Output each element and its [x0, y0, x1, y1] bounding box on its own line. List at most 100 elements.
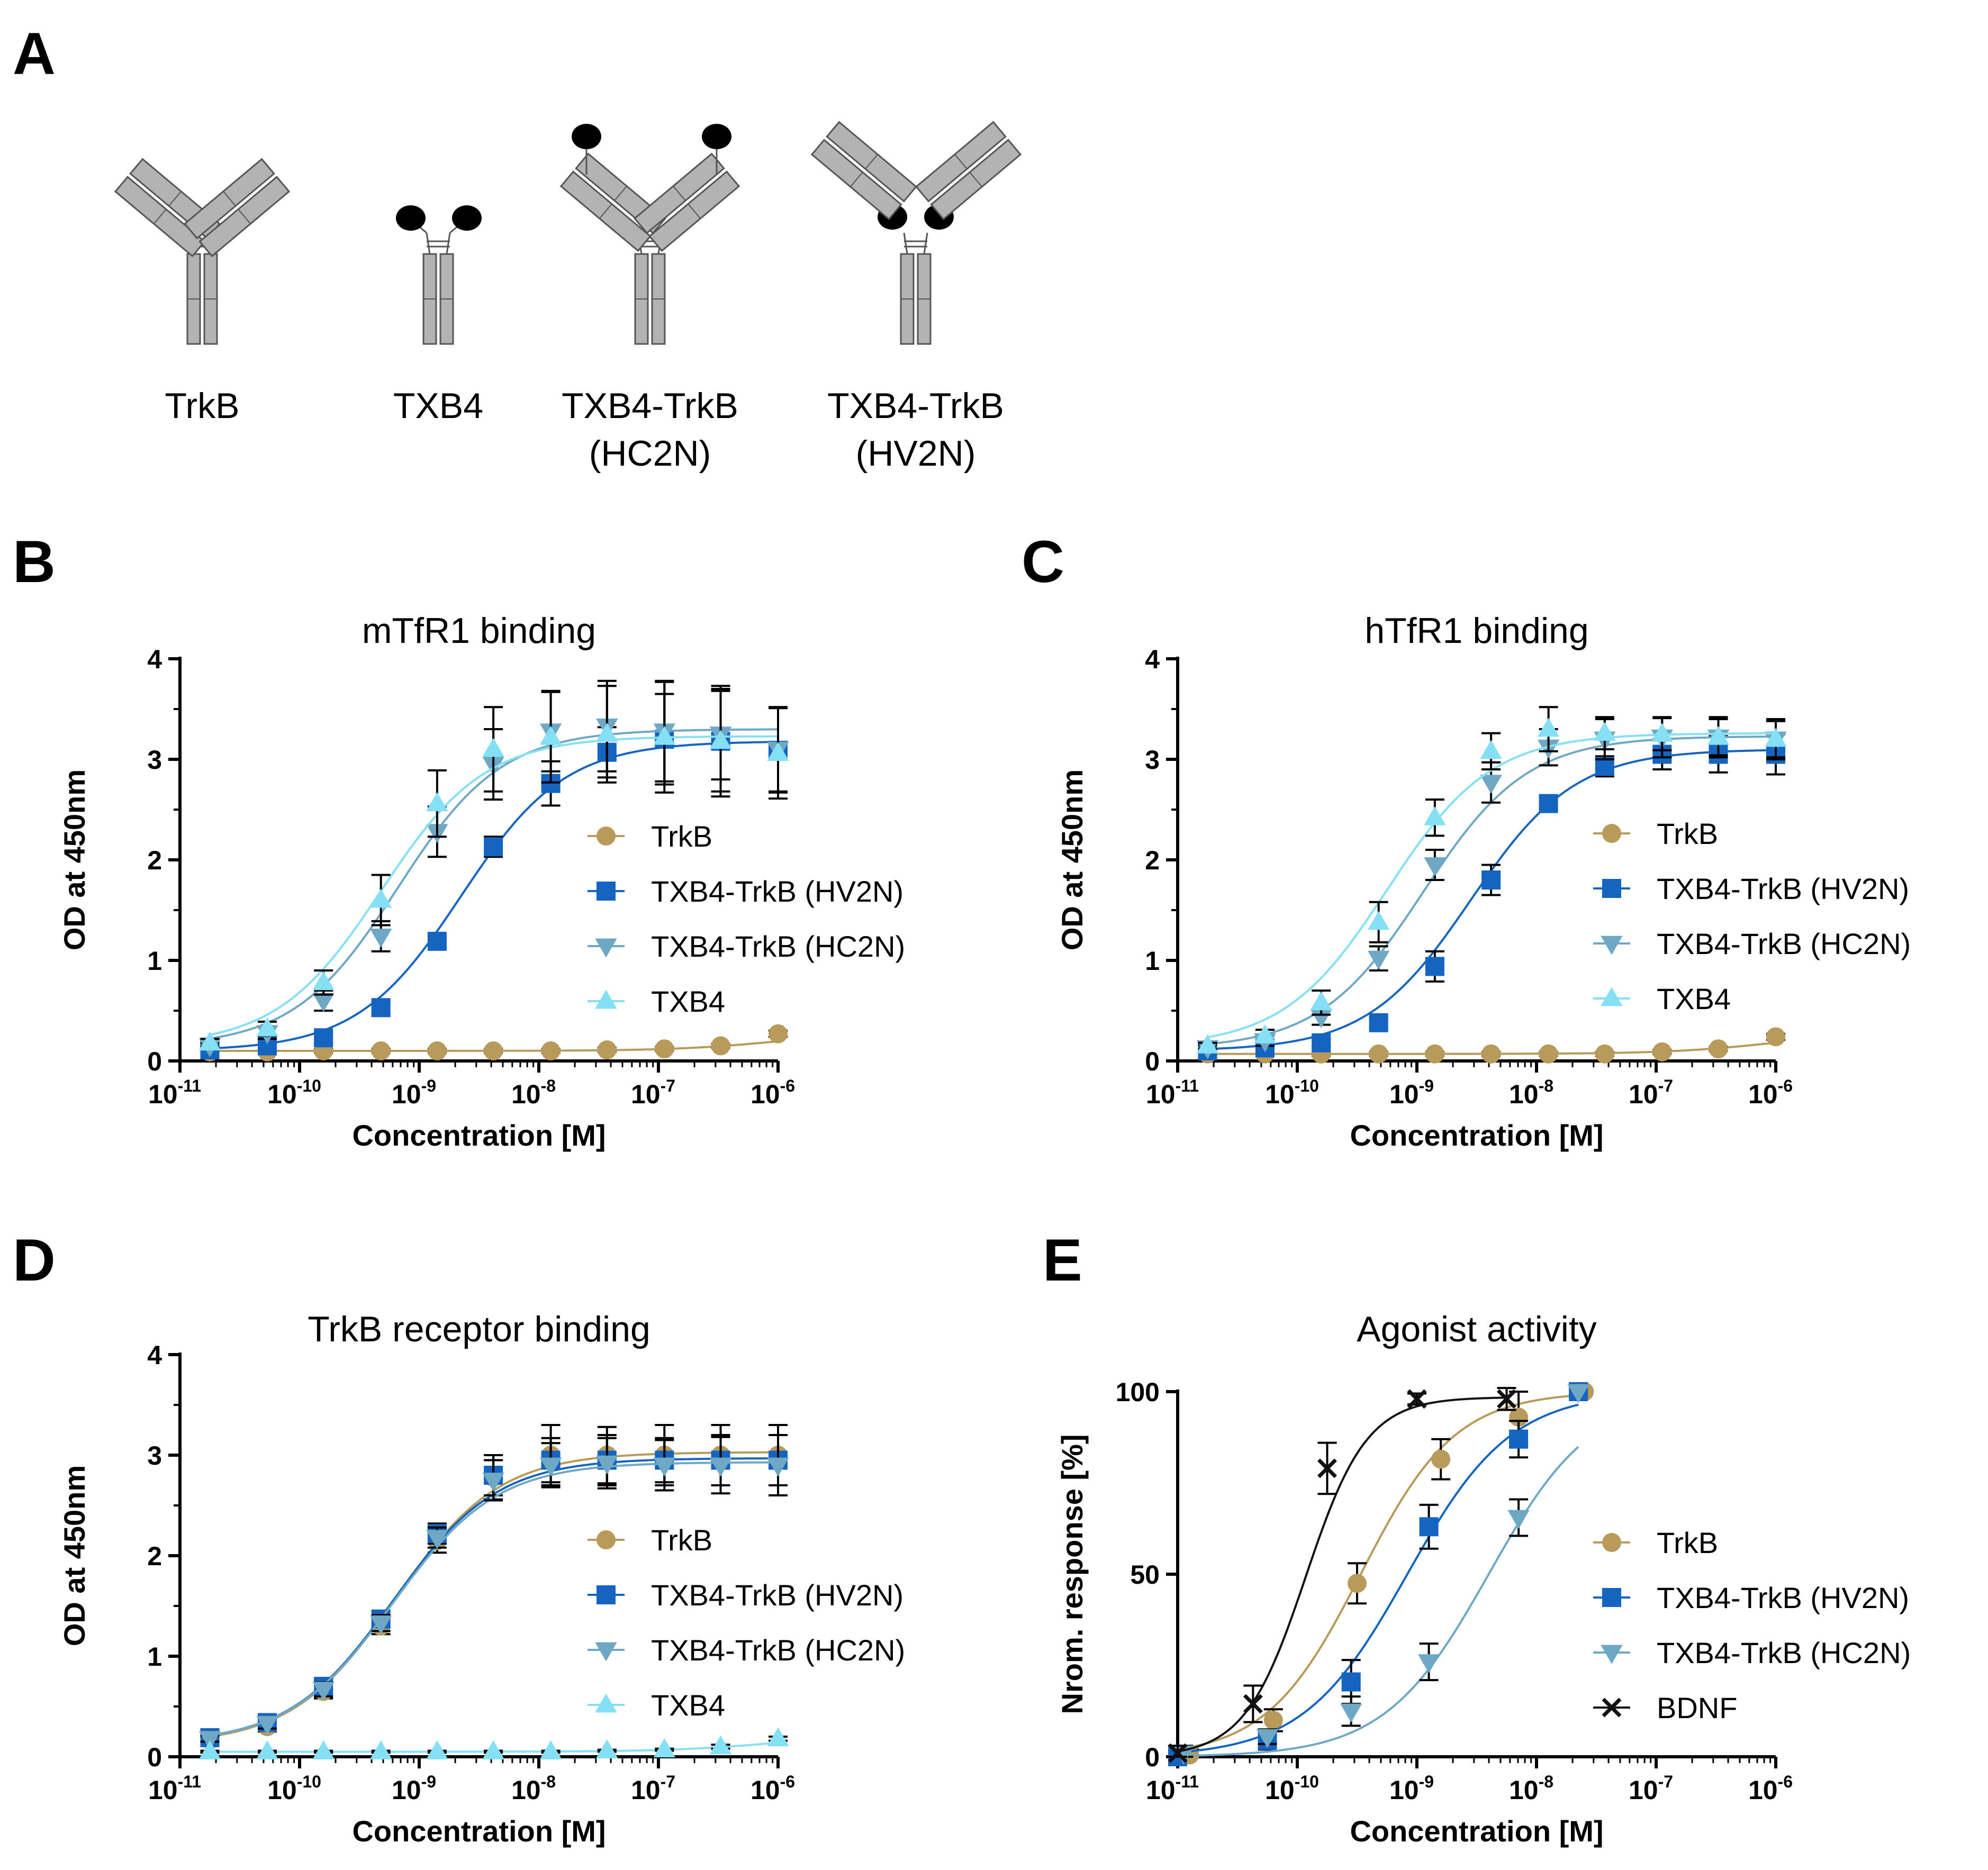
data-point [369, 1615, 392, 1635]
schematic-label-hv2n-line1: TXB4-TrkB [827, 386, 1004, 426]
schematic-label-hc2n-line1: TXB4-TrkB [562, 386, 738, 426]
series-hc2n [198, 1434, 789, 1750]
x-tick-label: 10-10 [1265, 1076, 1319, 1109]
y-tick-label: 0 [147, 1047, 162, 1076]
legend-label: TrkB [651, 1523, 712, 1557]
data-point [312, 993, 335, 1012]
data-point [1652, 1042, 1672, 1061]
fab-arm [810, 121, 918, 221]
marker-stroke [1317, 1458, 1337, 1478]
panel-label-c: C [1022, 529, 1064, 595]
y-tick-label: 4 [1145, 644, 1160, 674]
domain-divider [850, 171, 863, 187]
x-tick-label: 10-7 [1629, 1772, 1673, 1805]
data-point [484, 1041, 503, 1060]
x-axis-label: Concentration [M] [352, 1119, 606, 1152]
data-point [1340, 1703, 1362, 1723]
data-point [369, 888, 392, 908]
legend-label: TXB4-TrkB (HC2N) [651, 930, 905, 963]
legend-marker [1602, 1533, 1621, 1552]
legend-label: TXB4-TrkB (HC2N) [651, 1633, 905, 1667]
data-point [767, 742, 789, 761]
x-axis-label: Concentration [M] [1350, 1814, 1603, 1848]
x-tick-label: 10-7 [631, 1076, 675, 1109]
data-point [1424, 806, 1446, 825]
marker-stroke [1602, 1697, 1622, 1718]
domain-divider [688, 203, 701, 219]
data-point [1509, 1429, 1529, 1449]
x-tick-label: 10-8 [511, 1076, 556, 1109]
y-tick-label: 2 [147, 1541, 162, 1571]
fit-curve [1183, 1446, 1579, 1757]
data-point [1651, 722, 1673, 742]
legend-marker [1601, 1645, 1623, 1664]
panel-label-a: A [13, 21, 56, 87]
panel-label-e: E [1043, 1227, 1082, 1293]
schematic-label-hc2n-line2: (HC2N) [589, 433, 711, 474]
x-tick-label: 10-11 [1146, 1076, 1199, 1109]
data-point [482, 738, 504, 757]
hinge [903, 232, 908, 255]
y-tick-label: 1 [147, 946, 162, 976]
vhh-domain-dot [452, 205, 482, 231]
data-point [256, 1715, 278, 1735]
y-tick-label: 3 [1145, 745, 1160, 775]
vhh-domain-dot [396, 205, 426, 231]
x-tick-label: 10-11 [148, 1772, 201, 1805]
y-tick-label: 0 [147, 1742, 162, 1772]
chart-title: TrkB receptor binding [308, 1309, 650, 1349]
legend-marker [1602, 1588, 1621, 1607]
data-point [1310, 991, 1332, 1011]
x-tick-label: 10-9 [392, 1076, 436, 1109]
data-point [1539, 1044, 1558, 1064]
x-tick-label: 10-8 [1509, 1772, 1553, 1805]
fab-arm [183, 158, 291, 258]
y-axis-label: Nrom. response [%] [1055, 1435, 1089, 1714]
y-tick-label: 4 [147, 644, 162, 674]
data-point [653, 1457, 675, 1477]
series-bdnf [1168, 1387, 1516, 1763]
data-point [1419, 1517, 1439, 1537]
y-tick-label: 2 [1145, 846, 1160, 875]
domain-divider [614, 186, 627, 201]
legend-marker [595, 990, 617, 1009]
data-point [314, 1028, 333, 1048]
y-axis-label: OD at 450nm [58, 1465, 91, 1646]
chart-title: Agonist activity [1357, 1309, 1597, 1349]
data-point [597, 1040, 617, 1060]
schematic-label-txb4: TXB4 [393, 386, 483, 426]
domain-divider [673, 186, 686, 201]
data-point [427, 1041, 447, 1060]
x-tick-label: 10-8 [1509, 1076, 1553, 1109]
data-point [1497, 1389, 1516, 1409]
marker-stroke [1243, 1694, 1263, 1714]
data-point [1254, 1024, 1276, 1043]
y-tick-label: 1 [1145, 946, 1160, 976]
panel-label-b: B [13, 529, 56, 595]
schematic-label-trkb: TrkB [165, 386, 239, 426]
data-point [1707, 725, 1730, 745]
data-point [482, 1740, 504, 1759]
data-point [1317, 1458, 1337, 1478]
legend-marker [1602, 824, 1621, 843]
x-tick-label: 10-7 [1629, 1076, 1673, 1109]
legend-label: TrkB [1657, 817, 1718, 850]
marker-stroke [1497, 1389, 1516, 1409]
txb4-trkb-hc2n-antibody-icon [559, 124, 740, 345]
x-tick-label: 10-6 [1748, 1076, 1793, 1109]
data-point [1243, 1694, 1263, 1714]
legend-label: TXB4-TrkB (HC2N) [1657, 927, 1911, 960]
x-axis-label: Concentration [M] [1350, 1119, 1603, 1152]
data-point [427, 931, 447, 951]
legend-label: TXB4-TrkB (HV2N) [1657, 1581, 1909, 1614]
data-point [1424, 857, 1446, 877]
series-txb4 [1196, 706, 1787, 1054]
x-tick-label: 10-10 [1265, 1772, 1319, 1805]
data-point [426, 1740, 448, 1759]
data-point [596, 1455, 618, 1475]
data-point [709, 730, 732, 749]
hinge [446, 232, 451, 255]
y-tick-label: 100 [1116, 1377, 1160, 1407]
series-trkb [1180, 1382, 1594, 1765]
